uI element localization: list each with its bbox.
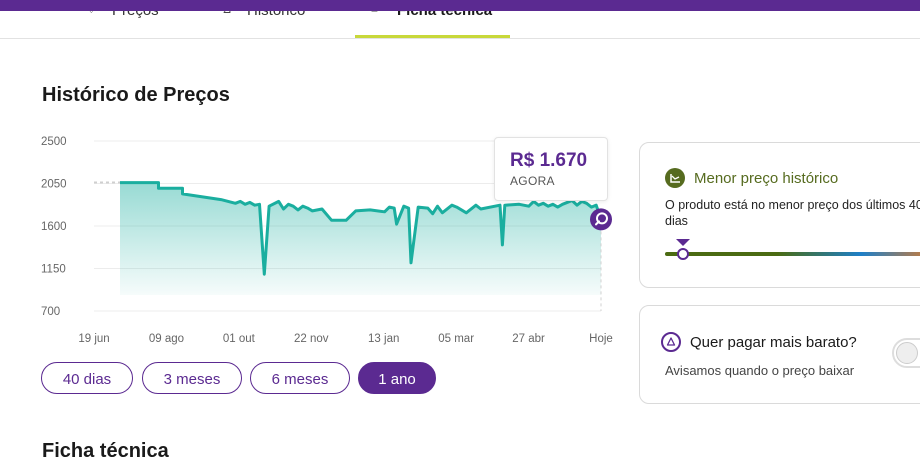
price-alert-card: Quer pagar mais barato? Avisamos quando …	[639, 305, 920, 404]
tooltip-price: R$ 1.670	[510, 150, 588, 171]
period-1-ano-button[interactable]: 1 ano	[358, 362, 436, 394]
x-tick-label: 13 jan	[368, 333, 399, 345]
period-6-meses-button[interactable]: 6 meses	[250, 362, 350, 394]
period-3-meses-button[interactable]: 3 meses	[142, 362, 242, 394]
period-40-dias-button[interactable]: 40 dias	[41, 362, 133, 394]
price-area	[120, 182, 601, 295]
current-position-marker	[677, 248, 689, 260]
x-tick-label: Hoje	[589, 333, 613, 345]
toggle-knob	[896, 342, 918, 364]
x-tick-label: 09 ago	[149, 333, 184, 345]
tooltip-time: AGORA	[510, 174, 555, 188]
price-history-chart: 2500 2050 1600 1150 700 19 jun 09 ago 01 out 22…	[41, 136, 613, 345]
price-alert-title: Quer pagar mais barato?	[690, 334, 857, 351]
price-range-bar	[665, 252, 920, 256]
bell-icon	[661, 332, 681, 352]
section-title: Histórico de Preços	[42, 84, 230, 106]
lowest-price-card: Menor preço histórico O produto está no …	[639, 142, 920, 288]
y-tick-label: 2500	[41, 136, 67, 148]
y-tick-label: 1600	[41, 221, 67, 233]
x-tick-label: 19 jun	[78, 333, 109, 345]
price-line	[120, 181, 603, 276]
y-tick-label: 1150	[41, 264, 66, 276]
x-tick-label: 01 out	[223, 333, 256, 345]
y-tick-label: 2050	[41, 179, 67, 191]
y-tick-label: 700	[41, 306, 60, 318]
x-tick-label: 22 nov	[294, 333, 329, 345]
next-section-title: Ficha técnica	[42, 440, 169, 462]
top-brand-bar-overlay	[0, 0, 920, 11]
price-alert-description: Avisamos quando o preço baixar	[665, 363, 855, 378]
lowest-price-description: O produto está no menor preço dos último…	[665, 198, 920, 228]
x-tick-label: 05 mar	[438, 333, 474, 345]
active-tab-indicator	[355, 35, 510, 38]
price-alert-toggle[interactable]	[892, 338, 920, 368]
lowest-price-title: Menor preço histórico	[694, 170, 839, 187]
price-tooltip: R$ 1.670 AGORA	[494, 137, 608, 201]
chart-down-icon	[665, 168, 685, 188]
current-price-marker[interactable]	[590, 208, 612, 231]
current-position-pointer-icon	[676, 239, 690, 246]
x-tick-label: 27 abr	[512, 333, 545, 345]
